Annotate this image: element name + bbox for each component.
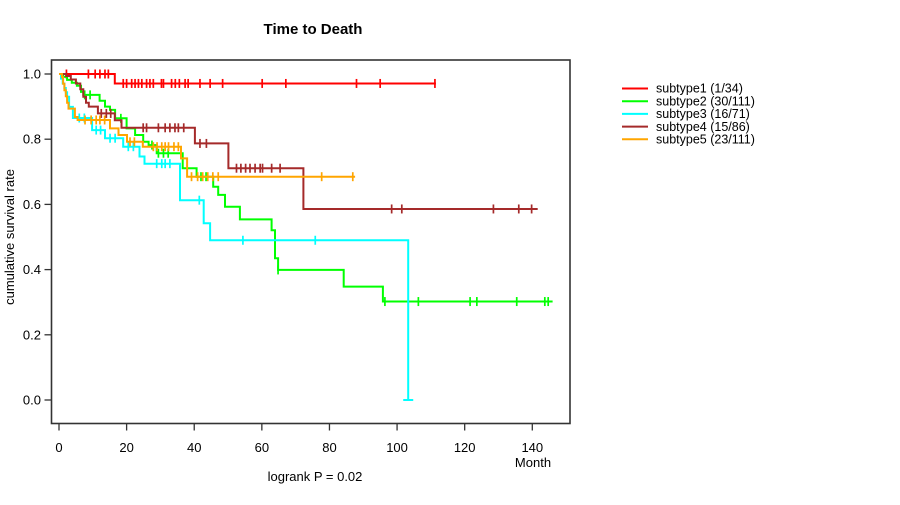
series-subtype3: [59, 73, 414, 401]
legend-label-subtype4: subtype4 (15/86): [656, 120, 750, 134]
x-tick-label: 40: [187, 440, 201, 455]
plot-frame: [50, 59, 571, 425]
y-tick-label: 1.0: [23, 67, 41, 82]
series-subtype5: [59, 73, 356, 182]
x-tick-label: 20: [119, 440, 133, 455]
legend-label-subtype2: subtype2 (30/111): [656, 94, 755, 108]
survival-curve-subtype3: [59, 73, 410, 400]
chart-title: Time to Death: [264, 21, 363, 38]
y-tick-label: 0.0: [23, 393, 41, 408]
legend-item-subtype3: subtype3 (16/71): [622, 107, 750, 121]
legend-item-subtype4: subtype4 (15/86): [622, 120, 750, 134]
legend-item-subtype5: subtype5 (23/111): [622, 133, 755, 147]
x-tick-label: 60: [255, 440, 269, 455]
x-axis-label: Month: [515, 455, 551, 470]
survival-curve-subtype1: [59, 73, 436, 85]
y-tick-label: 0.4: [23, 262, 41, 277]
legend-item-subtype1: subtype1 (1/34): [622, 82, 743, 96]
x-tick-label: 80: [322, 440, 336, 455]
legend: subtype1 (1/34)subtype2 (30/111)subtype3…: [622, 82, 755, 147]
survival-curve-subtype5: [59, 73, 356, 178]
series-subtype1: [59, 69, 436, 88]
x-tick-label: 100: [386, 440, 408, 455]
x-tick-label: 120: [454, 440, 476, 455]
legend-label-subtype1: subtype1 (1/34): [656, 82, 743, 96]
y-axis-label: cumulative survival rate: [2, 169, 17, 305]
x-tick-label: 0: [55, 440, 62, 455]
logrank-annotation: logrank P = 0.02: [268, 469, 363, 484]
series-subtype4: [59, 73, 538, 214]
x-axis: 0 20 40 60 80 100 120 140: [55, 423, 543, 455]
y-tick-label: 0.8: [23, 132, 41, 147]
series-subtype2: [59, 73, 553, 307]
survival-curve-subtype4: [59, 73, 538, 210]
y-tick-label: 0.2: [23, 327, 41, 342]
y-axis: 0.0 0.2 0.4 0.6 0.8 1.0: [23, 67, 52, 408]
y-tick-label: 0.6: [23, 197, 41, 212]
legend-item-subtype2: subtype2 (30/111): [622, 94, 755, 108]
x-tick-label: 140: [521, 440, 543, 455]
legend-label-subtype5: subtype5 (23/111): [656, 133, 755, 147]
legend-label-subtype3: subtype3 (16/71): [656, 107, 750, 121]
survival-curve-subtype2: [59, 73, 553, 303]
